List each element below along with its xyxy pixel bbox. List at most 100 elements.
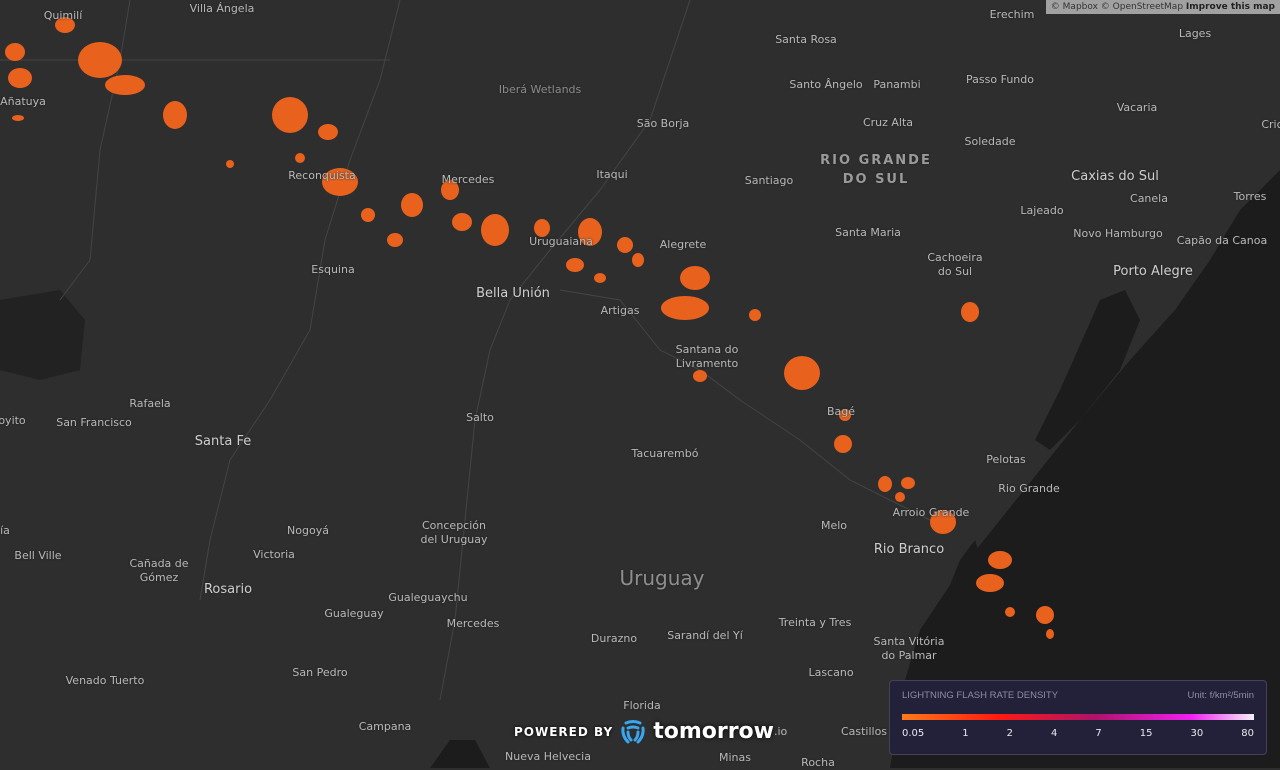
place-label: Esquina (311, 263, 355, 276)
lightning-cell (594, 273, 606, 283)
place-label: Lascano (808, 666, 854, 679)
rivers-and-borders (0, 0, 931, 701)
place-label: Santa Maria (835, 226, 901, 239)
place-label: Villa Ángela (189, 2, 255, 15)
rio-de-la-plata (430, 740, 490, 768)
place-label: Lages (1178, 27, 1212, 40)
lightning-density-layer (5, 17, 1054, 639)
place-label: Rafaela (129, 397, 171, 410)
place-label: Mercedes (446, 617, 500, 630)
brand-suffix: .io (774, 725, 788, 738)
lagoa-dos-patos (1035, 290, 1140, 450)
lightning-cell (163, 101, 187, 129)
place-label: Quimilí (43, 9, 83, 22)
lightning-cell (976, 574, 1004, 592)
place-label: Florida (623, 699, 661, 712)
place-label: Cric (1261, 118, 1280, 131)
lightning-cell (834, 435, 852, 453)
lightning-cell (387, 233, 403, 247)
lightning-cell (784, 356, 820, 390)
place-label: Cañada de Gómez (129, 557, 189, 584)
place-label: Tacuarembó (631, 447, 699, 460)
lightning-cell (680, 266, 710, 290)
place-label: Panambi (873, 78, 921, 91)
place-label: Añatuya (0, 95, 46, 108)
lightning-cell (895, 492, 905, 502)
lightning-cell (295, 153, 305, 163)
place-label: Caxias do Sul (1071, 169, 1159, 184)
lightning-cell (78, 42, 122, 78)
place-label: Pelotas (986, 453, 1026, 466)
wetland (0, 290, 85, 380)
place-label: Lajeado (1020, 204, 1064, 217)
place-label: Minas (719, 751, 751, 764)
place-label: Soledade (964, 135, 1016, 148)
place-label: Gualeguaychu (388, 591, 468, 604)
place-label: Santa Fe (194, 434, 252, 449)
place-label: Porto Alegre (1113, 264, 1193, 279)
legend-tick: 15 (1139, 728, 1153, 739)
place-label: Iberá Wetlands (498, 83, 582, 96)
place-label: Rio Grande (998, 482, 1060, 495)
lightning-cell (226, 160, 234, 168)
lightning-cell (1005, 607, 1015, 617)
place-label: Santa Vitória do Palmar (873, 635, 945, 662)
lightning-cell (8, 68, 32, 88)
ocean (890, 170, 1280, 768)
legend-tick: 30 (1190, 728, 1204, 739)
place-label: Melo (820, 519, 848, 532)
place-label: Novo Hamburgo (1073, 227, 1163, 240)
place-label: Mercedes (441, 173, 495, 186)
place-label: Santiago (744, 174, 794, 187)
place-label: Castillos (840, 725, 888, 738)
lightning-cell (481, 214, 509, 246)
lightning-cell (632, 253, 644, 267)
place-label: Capão da Canoa (1176, 234, 1268, 247)
lightning-cell (988, 551, 1012, 569)
legend-tick: 4 (1051, 728, 1058, 739)
place-label: Passo Fundo (966, 73, 1034, 86)
lightning-cell (749, 309, 761, 321)
lightning-cell (55, 17, 75, 33)
lightning-cell (578, 218, 602, 246)
place-label: Sarandí del Yí (667, 629, 743, 642)
brand-name: tomorrow (653, 719, 774, 744)
legend-tick: 2 (1006, 728, 1014, 739)
lightning-cell (1046, 629, 1054, 639)
place-label: Rosario (203, 582, 253, 597)
place-label: Salto (466, 411, 494, 424)
place-label: Bell Ville (14, 549, 62, 562)
lightning-cell (693, 370, 707, 382)
lightning-cell (930, 510, 956, 534)
legend-color-scale (902, 714, 1254, 720)
tomorrow-logo[interactable]: POWERED BY tomorrow .io (514, 718, 787, 746)
place-label: Rocha (801, 756, 835, 769)
lightning-cell (534, 219, 550, 237)
lightning-cell (1036, 606, 1054, 624)
country-label: Uruguay (619, 566, 705, 590)
place-label: Arroio Grande (892, 506, 970, 519)
place-label: Nueva Helvecia (505, 750, 591, 763)
place-label: Concepción del Uruguay (420, 519, 488, 546)
place-label: Canela (1130, 192, 1168, 205)
place-label: Gualeguay (324, 607, 384, 620)
place-label: Campana (358, 720, 412, 733)
place-label: Uruguaiana (529, 235, 593, 248)
place-label: Santana do Livramento (675, 343, 739, 370)
place-label: Reconquista (288, 169, 356, 182)
lightning-cell (878, 476, 892, 492)
improve-map-link[interactable]: Improve this map (1185, 2, 1275, 12)
tomorrow-logo-icon (621, 720, 645, 744)
lightning-cell (322, 168, 358, 196)
osm-link[interactable]: © OpenStreetMap (1100, 2, 1184, 12)
place-label: San Francisco (56, 416, 132, 429)
legend-tick: 80 (1241, 728, 1254, 739)
legend-panel: LIGHTNING FLASH RATE DENSITY Unit: f/km²… (889, 680, 1267, 755)
legend-unit: Unit: f/km²/5min (1187, 690, 1254, 701)
mapbox-link[interactable]: © Mapbox (1050, 2, 1098, 12)
lightning-cell (361, 208, 375, 222)
lightning-cell (839, 409, 851, 421)
place-label: São Borja (636, 117, 690, 130)
lightning-cell (901, 477, 915, 489)
